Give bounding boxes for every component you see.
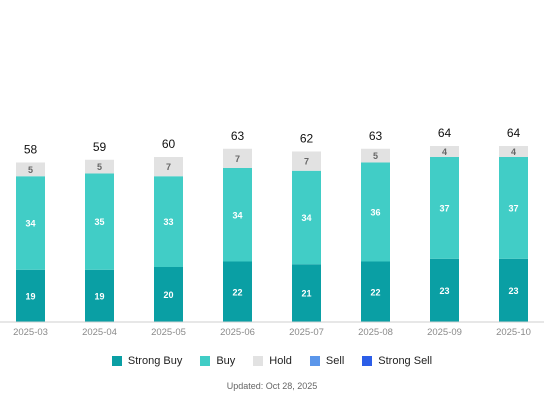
bar-segment-buy-2025-04[interactable] [85,173,114,270]
data-label-buy-2025-08: 36 [370,208,380,218]
legend-swatch-sell [309,356,320,366]
total-label-2025-07: 62 [300,132,314,146]
bar-segment-buy-2025-03[interactable] [16,176,45,270]
legend-label-hold: Hold [269,355,292,367]
bar-stack-2025-08: 22 36 5 63 [361,129,390,322]
x-tick-label-2025-06: 2025-06 [220,327,255,338]
total-label-2025-03: 58 [24,143,38,157]
data-label-hold-2025-03: 5 [28,165,33,175]
data-label-buy-2025-07: 34 [301,213,311,223]
data-label-strong-buy-2025-08: 22 [370,287,380,297]
legend-item-strong-buy[interactable]: Strong Buy [111,355,183,367]
bar-segment-hold-2025-04[interactable] [85,159,114,174]
bar-segment-buy-2025-10[interactable] [499,157,528,259]
data-label-buy-2025-05: 33 [163,217,173,227]
bar-segment-hold-2025-09[interactable] [430,146,459,157]
x-tick-label-2025-08: 2025-08 [358,327,393,338]
data-label-hold-2025-04: 5 [97,162,102,172]
legend-item-buy[interactable]: Buy [200,355,235,367]
data-label-buy-2025-10: 37 [508,203,518,213]
legend-label-buy: Buy [216,355,236,367]
data-label-buy-2025-06: 34 [232,210,242,220]
legend-swatch-strong-buy [111,356,122,366]
data-label-hold-2025-07: 7 [304,157,309,167]
data-label-hold-2025-05: 7 [166,162,171,172]
total-label-2025-06: 63 [231,129,245,143]
bar-segment-strong-buy-2025-09[interactable] [430,258,459,322]
bar-segment-buy-2025-07[interactable] [292,170,321,265]
bar-stack-2025-03: 19 34 5 58 [16,143,45,322]
total-label-2025-04: 59 [93,140,107,154]
bar-segment-buy-2025-08[interactable] [361,162,390,262]
total-label-2025-08: 63 [369,129,383,143]
legend-swatch-hold [253,356,264,366]
legend-item-strong-sell[interactable]: Strong Sell [362,355,432,367]
x-tick-labels: 2025-03 2025-04 2025-05 2025-06 2025-07 2025-… [13,327,531,338]
data-label-strong-buy-2025-04: 19 [94,291,104,301]
bar-segment-hold-2025-07[interactable] [292,151,321,171]
x-tick-label-2025-04: 2025-04 [82,327,117,338]
bar-stack-2025-07: 21 34 7 62 [292,132,321,322]
data-label-hold-2025-09: 4 [442,147,447,157]
legend-label-strong-sell: Strong Sell [378,355,433,367]
total-label-2025-10: 64 [507,126,521,140]
bars-layer: 19 34 5 58 19 35 5 59 20 33 7 60 22 34 7 63 21 34 7 62 22 36 5… [16,126,528,322]
legend-label-sell: Sell [325,355,345,367]
bar-segment-strong-buy-2025-05[interactable] [154,267,183,322]
legend-item-sell[interactable]: Sell [309,355,345,367]
x-tick-label-2025-03: 2025-03 [13,327,48,338]
data-label-hold-2025-10: 4 [511,147,516,157]
bar-segment-hold-2025-08[interactable] [361,148,390,163]
data-label-strong-buy-2025-07: 21 [301,289,311,299]
bar-segment-strong-buy-2025-04[interactable] [85,269,114,322]
bar-stack-2025-10: 23 37 4 64 [499,126,528,322]
bar-segment-strong-buy-2025-06[interactable] [223,261,252,323]
data-label-buy-2025-03: 34 [25,219,35,229]
data-label-strong-buy-2025-09: 23 [439,286,449,296]
data-label-strong-buy-2025-10: 23 [508,286,518,296]
data-label-buy-2025-09: 37 [439,203,449,213]
bar-segment-strong-buy-2025-07[interactable] [292,264,321,322]
bar-segment-hold-2025-10[interactable] [499,146,528,157]
bar-segment-buy-2025-09[interactable] [430,157,459,259]
legend-swatch-strong-sell [362,356,373,366]
x-tick-label-2025-07: 2025-07 [289,327,324,338]
legend-swatch-buy [200,356,211,366]
data-label-strong-buy-2025-06: 22 [232,287,242,297]
data-label-buy-2025-04: 35 [94,217,104,227]
bar-segment-strong-buy-2025-10[interactable] [499,258,528,322]
legend-item-hold[interactable]: Hold [253,355,292,367]
bar-stack-2025-05: 20 33 7 60 [154,137,183,322]
bar-segment-buy-2025-06[interactable] [223,168,252,262]
bar-segment-hold-2025-06[interactable] [223,148,252,168]
x-tick-label-2025-10: 2025-10 [496,327,531,338]
total-label-2025-05: 60 [162,137,176,151]
bar-stack-2025-06: 22 34 7 63 [223,129,252,322]
bar-segment-buy-2025-05[interactable] [154,176,183,267]
data-label-hold-2025-06: 7 [235,154,240,164]
data-label-strong-buy-2025-05: 20 [163,290,173,300]
data-label-hold-2025-08: 5 [373,151,378,161]
x-tick-label-2025-05: 2025-05 [151,327,186,338]
bar-segment-strong-buy-2025-08[interactable] [361,261,390,323]
chart-legend: Strong Buy Buy Hold Sell Strong Sell [0,355,544,367]
bar-segment-hold-2025-05[interactable] [154,157,183,177]
bar-stack-2025-09: 23 37 4 64 [430,126,459,322]
data-label-strong-buy-2025-03: 19 [25,291,35,301]
total-label-2025-09: 64 [438,126,452,140]
bar-stack-2025-04: 19 35 5 59 [85,140,114,322]
updated-timestamp: Updated: Oct 28, 2025 [226,381,318,391]
x-tick-label-2025-09: 2025-09 [427,327,462,338]
bar-segment-strong-buy-2025-03[interactable] [16,269,45,322]
bar-segment-hold-2025-03[interactable] [16,162,45,177]
legend-label-strong-buy: Strong Buy [127,355,183,367]
